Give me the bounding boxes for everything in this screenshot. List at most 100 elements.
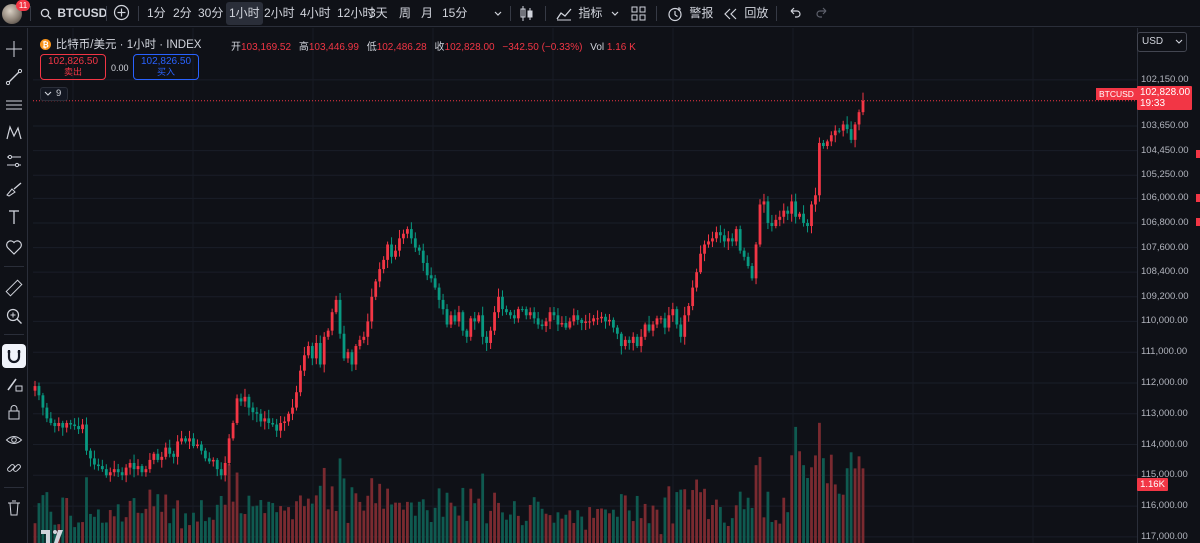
interval-1m[interactable]: 1分	[147, 6, 166, 20]
candle-body	[631, 336, 635, 343]
alert-marker[interactable]	[1196, 218, 1200, 226]
symbol-search[interactable]: BTCUSD	[40, 0, 107, 27]
magnet-tool[interactable]	[2, 344, 26, 368]
brush-tool[interactable]	[2, 177, 26, 201]
vol-label: Vol	[590, 42, 605, 53]
pattern-tool[interactable]	[2, 121, 26, 145]
candle-body	[552, 312, 556, 316]
volume-bar	[798, 451, 802, 543]
interval-dropdown[interactable]	[493, 0, 503, 27]
interval-4h[interactable]: 4小时	[300, 6, 331, 20]
candle-body	[263, 418, 267, 422]
horizontal-lines-tool[interactable]	[2, 93, 26, 117]
candle-body	[604, 316, 607, 322]
zoom-tool[interactable]	[2, 304, 26, 328]
interval-week[interactable]: 周	[399, 6, 412, 20]
candle-body	[116, 469, 120, 473]
grid-layout-icon	[631, 0, 646, 27]
indicators-dropdown[interactable]	[610, 0, 620, 27]
symbol-legend[interactable]: ₿ 比特币/美元 · 1小时 · INDEX	[40, 36, 201, 52]
candle-body	[354, 346, 358, 365]
candle-body	[425, 262, 429, 276]
lock-all-tool[interactable]	[2, 400, 26, 424]
interval-12h[interactable]: 12小时	[337, 6, 375, 20]
interval-30m[interactable]: 30分	[198, 6, 224, 20]
replay-button[interactable]: 回放	[724, 0, 768, 27]
interval-2m[interactable]: 2分	[173, 6, 192, 20]
volume-bar	[600, 508, 603, 543]
volume-bar	[61, 497, 65, 543]
candle-body	[718, 232, 722, 236]
trend-line-tool[interactable]	[2, 65, 26, 89]
volume-bar	[108, 510, 112, 543]
candle-body	[417, 247, 421, 251]
chart-type-button[interactable]	[519, 0, 535, 27]
volume-bar	[520, 525, 524, 543]
indicators-button[interactable]: 指标	[556, 0, 602, 27]
visibility-tool[interactable]	[2, 428, 26, 452]
layouts-button[interactable]	[631, 0, 646, 27]
interval-15m[interactable]: 15分	[442, 6, 468, 20]
currency-select[interactable]: USD	[1137, 32, 1187, 52]
volume-bar	[203, 521, 207, 543]
high-label: 高	[298, 42, 309, 53]
volume-bar	[398, 502, 401, 543]
volume-bar	[291, 519, 294, 543]
interval-2h[interactable]: 2小时	[264, 6, 295, 20]
drawing-toolbar	[0, 28, 28, 543]
volume-bar	[473, 503, 477, 543]
tradingview-logo[interactable]	[41, 526, 69, 543]
candle-body	[647, 324, 651, 331]
candle-body	[302, 355, 306, 371]
candle-body	[600, 316, 603, 319]
volume-bar	[762, 517, 766, 543]
price-axis-label: 113,000.00	[1141, 407, 1188, 419]
candle-body	[453, 315, 457, 322]
lock-icon	[5, 403, 23, 421]
sell-button[interactable]: 102,826.50 卖出	[40, 54, 106, 80]
volume-bar	[837, 493, 841, 543]
candle-body	[207, 458, 211, 462]
candle-body	[33, 386, 37, 391]
buy-button[interactable]: 102,826.50 买入	[133, 54, 199, 80]
volume-bar	[271, 503, 275, 543]
volume-bar	[453, 506, 457, 543]
redo-button[interactable]	[815, 0, 829, 27]
alert-button[interactable]: 警报	[667, 0, 713, 27]
remove-drawings-tool[interactable]	[2, 496, 26, 520]
buy-label: 买入	[156, 67, 175, 77]
candle-body	[398, 238, 401, 251]
candle-body	[382, 259, 386, 270]
volume-bar	[604, 509, 607, 543]
link-tool[interactable]	[2, 456, 26, 480]
undo-button[interactable]	[788, 0, 802, 27]
chart-canvas[interactable]	[33, 28, 1137, 543]
interval-1h[interactable]: 1小时	[226, 2, 263, 25]
lock-drawing-tool[interactable]	[2, 372, 26, 396]
price-axis-label: 116,000.00	[1141, 500, 1188, 512]
volume-bar	[322, 467, 326, 543]
price-axis-label: 102,150.00	[1141, 73, 1189, 85]
alert-marker[interactable]	[1196, 194, 1200, 202]
candle-body	[160, 456, 164, 460]
compare-button[interactable]	[113, 4, 130, 23]
interval-3d[interactable]: 3天	[369, 6, 388, 20]
volume-bar	[255, 505, 259, 543]
prediction-tool[interactable]	[2, 149, 26, 173]
interval-month[interactable]: 月	[421, 6, 434, 20]
text-tool[interactable]	[2, 205, 26, 229]
candle-body	[734, 229, 738, 242]
candle-body	[703, 244, 706, 254]
candle-body	[528, 312, 532, 316]
measure-tool[interactable]	[2, 276, 26, 300]
candle-body	[406, 229, 409, 234]
indicators-collapse[interactable]: 9	[40, 87, 68, 101]
favorites-tool[interactable]	[2, 235, 26, 259]
candle-body	[243, 396, 247, 402]
candle-body	[108, 472, 112, 476]
volume-bar	[433, 507, 437, 543]
crosshair-tool[interactable]	[2, 37, 26, 61]
volume-bar	[299, 495, 302, 543]
alert-marker[interactable]	[1196, 150, 1200, 158]
volume-bar	[726, 526, 730, 543]
